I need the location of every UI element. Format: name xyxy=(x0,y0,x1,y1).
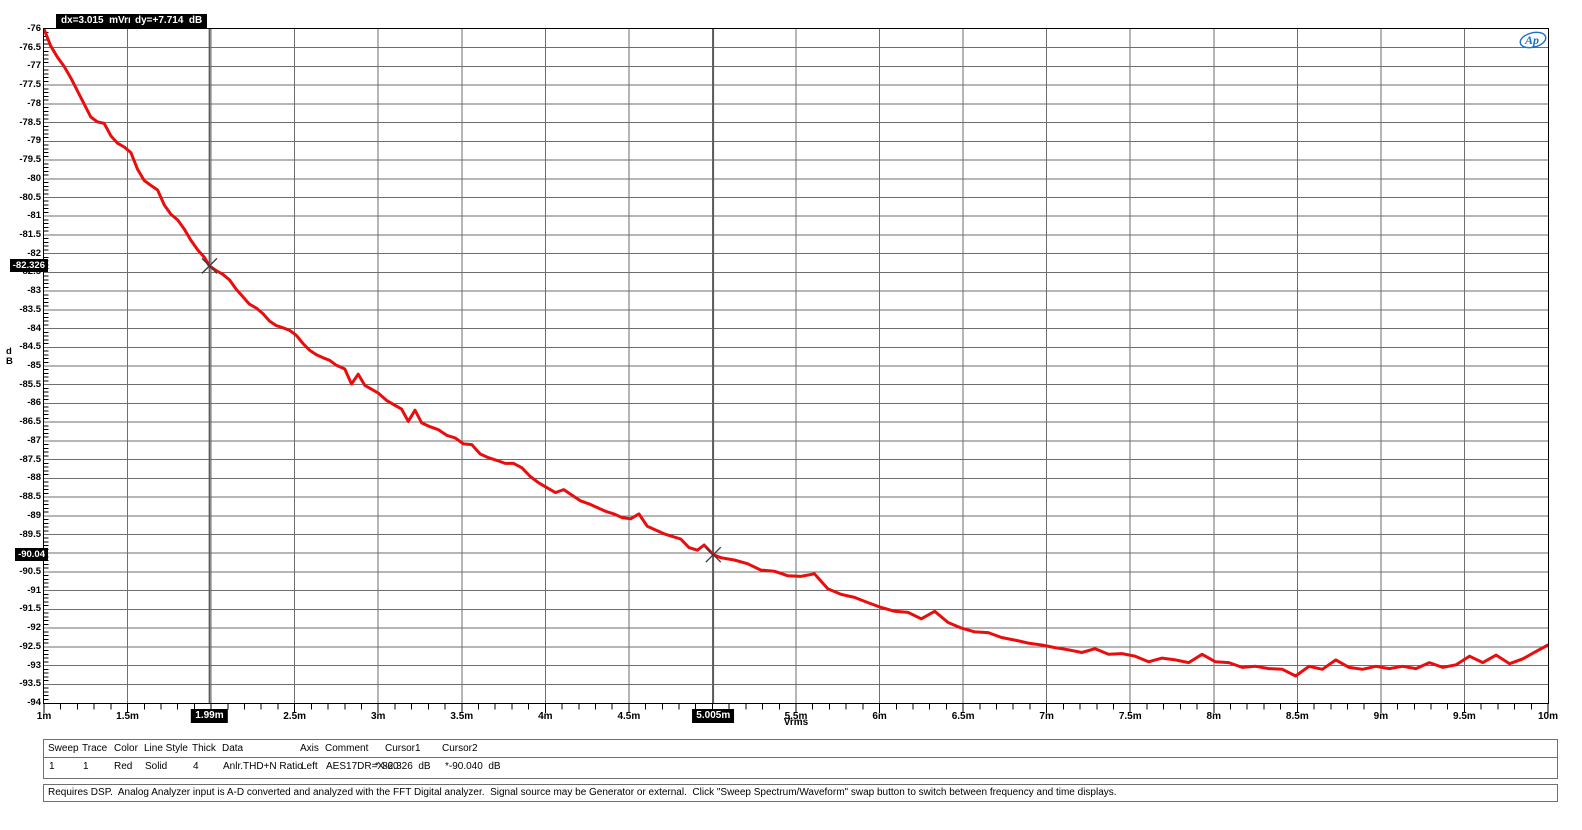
y-tick-label: -81 xyxy=(27,210,41,222)
y-tick-label: -80 xyxy=(27,172,41,184)
cursor1-x-marker[interactable] xyxy=(201,257,218,274)
dx-readout-badge: dx=3.015 mVrms xyxy=(56,14,148,28)
legend-value-cell: 4 xyxy=(193,761,199,772)
y-tick-label: -88 xyxy=(27,472,41,484)
y-tick-label: -79 xyxy=(27,135,41,147)
x-tick-label: 10m xyxy=(1537,711,1558,722)
x-tick-label: 8m xyxy=(1206,711,1221,722)
y-tick-label: -87.5 xyxy=(19,453,41,465)
x-tick-label: 5.5m xyxy=(784,711,808,722)
y-tick-label: -85 xyxy=(27,360,41,371)
x-tick-label: 3m xyxy=(370,711,386,722)
y-tick-label: -92.5 xyxy=(19,640,41,652)
y-tick-label: -89 xyxy=(27,509,41,521)
x-tick-label: 4.5m xyxy=(617,711,641,722)
thd-n-trace xyxy=(44,29,1548,678)
legend-header-cell: Line Style xyxy=(144,743,188,754)
cursor1-y-badge[interactable]: -82.326 xyxy=(9,258,48,272)
x-tick-label: 9.5m xyxy=(1453,711,1476,722)
x-tick-label: 6.5m xyxy=(951,711,975,722)
y-tick-label: -83 xyxy=(27,285,41,297)
grid-lines xyxy=(44,29,1548,703)
legend-header-cell: Trace xyxy=(82,743,108,754)
x-tick-label: 6m xyxy=(872,711,887,722)
y-tick-label: -93.5 xyxy=(19,678,41,690)
y-tick-label: -86 xyxy=(27,397,41,409)
y-tick-label: -82 xyxy=(27,247,41,259)
cursor2-y-badge[interactable]: -90.04 xyxy=(15,547,48,561)
y-tick-label: -86.5 xyxy=(19,416,41,428)
legend-value-row: 1 1 Red Solid 4 Anlr.THD+N Ratio Left AES17DR=X… xyxy=(44,758,1557,779)
chart-svg xyxy=(44,29,1548,703)
legend-header-row: Sweep Trace Color Line Style Thick Data Axis Co… xyxy=(44,740,1557,758)
legend-header-cell: Thick xyxy=(192,743,216,754)
y-tick-label: -82.5 xyxy=(19,266,41,278)
y-tick-label: -83.5 xyxy=(19,303,41,315)
legend-value-cell: 1 xyxy=(83,761,89,772)
legend-header-cell: Color xyxy=(114,743,138,754)
y-tick-label: -79.5 xyxy=(19,154,41,166)
y-tick-label: -78 xyxy=(27,97,41,109)
legend-value-cell: AES17DR=X-60 xyxy=(326,761,399,772)
y-tick-label: -90.5 xyxy=(19,565,41,577)
y-tick-label: -80.5 xyxy=(19,191,41,203)
ap-logo-icon: Ap xyxy=(1518,30,1550,50)
x-axis-title: Vrms xyxy=(783,717,809,728)
legend-value-cell: Solid xyxy=(145,761,168,772)
y-axis-tick-labels: -76 -76.5 -77 -77.5 -78 -78.5 -79 -79.5 -80 -80.5… xyxy=(0,24,41,708)
y-tick-label: -92 xyxy=(27,622,41,634)
y-tick-label: -77 xyxy=(27,60,41,72)
x-tick-label: 4m xyxy=(538,711,553,722)
legend-value-cell: Left xyxy=(301,761,318,772)
y-tick-label: -76.5 xyxy=(19,41,41,53)
x-tick-label: 7.5m xyxy=(1118,711,1142,722)
cursor1-x-badge[interactable]: 1.99m xyxy=(191,709,228,723)
x-tick-strip xyxy=(43,704,1549,713)
y-tick-label: -84.5 xyxy=(19,341,41,353)
plot-area[interactable] xyxy=(43,28,1549,704)
y-tick-label: -94 xyxy=(27,697,41,708)
x-tick-label: 9m xyxy=(1373,711,1389,722)
legend-value-cell: Anlr.THD+N Ratio xyxy=(223,761,303,772)
legend-header-cell: Sweep xyxy=(48,743,79,754)
y-tick-label: -89.5 xyxy=(19,528,41,540)
y-tick-label: -91 xyxy=(27,584,41,596)
legend-header-cell: Cursor1 xyxy=(385,743,421,754)
x-tick-label: 8.5m xyxy=(1285,711,1309,722)
legend-table: Sweep Trace Color Line Style Thick Data Axis Co… xyxy=(43,739,1558,779)
y-tick-label: -88.5 xyxy=(19,491,41,503)
y-tick-label: -85.5 xyxy=(19,378,41,390)
legend-header-cell: Data xyxy=(222,743,244,754)
x-tick-label: 7m xyxy=(1039,711,1054,722)
legend-value-cell: *-82.326 dB xyxy=(375,761,431,772)
y-tick-label: -78.5 xyxy=(19,116,41,128)
x-axis: 1m 1.5m 2.5m 3m 3.5m 4m 4.5m 5.5m 6m 6.5m 7m 7.5m 8m… xyxy=(37,703,1558,737)
x-tick-label: 3.5m xyxy=(450,711,474,722)
legend-value-cell: *-90.040 dB xyxy=(445,761,501,772)
legend-value-cell: Red xyxy=(114,761,133,772)
y-axis-title: dB xyxy=(6,346,13,367)
ap-logo-text: Ap xyxy=(1524,33,1539,47)
x-tick-label: 1m xyxy=(36,711,52,722)
dy-readout-badge: dy=+7.714 dB xyxy=(130,14,208,28)
y-tick-label: -84 xyxy=(27,322,41,334)
cursor2-x-badge[interactable]: 5.005m xyxy=(692,709,735,723)
legend-header-cell: Cursor2 xyxy=(442,743,478,754)
y-tick-label: -81.5 xyxy=(19,228,41,240)
x-tick-label: 2.5m xyxy=(283,711,307,722)
y-tick-label: -87 xyxy=(27,434,41,446)
x-tick-label: 1.5m xyxy=(116,711,139,722)
legend-header-cell: Axis xyxy=(300,743,319,754)
y-tick-label: -93 xyxy=(27,659,41,671)
cursor2-x-marker[interactable] xyxy=(705,546,722,563)
y-tick-label: -91.5 xyxy=(19,603,41,615)
legend-header-cell: Comment xyxy=(325,743,369,754)
legend-value-cell: 1 xyxy=(49,761,55,772)
y-tick-label: -77.5 xyxy=(19,79,41,91)
footer-note: Requires DSP. Analog Analyzer input is A… xyxy=(43,784,1558,802)
y-tick-label: -76 xyxy=(27,23,41,34)
